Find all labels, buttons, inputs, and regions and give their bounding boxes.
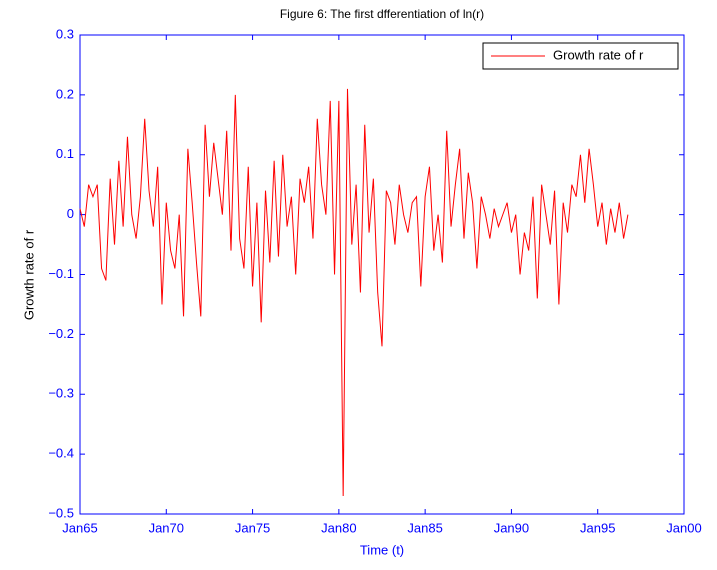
y-tick-label: −0.5	[48, 505, 74, 520]
y-axis-label: Growth rate of r	[21, 229, 36, 320]
x-tick-label: Jan80	[321, 520, 356, 535]
y-tick-label: −0.3	[48, 386, 74, 401]
x-tick-label: Jan95	[580, 520, 615, 535]
x-tick-label: Jan90	[494, 520, 529, 535]
y-tick-label: 0	[67, 206, 74, 221]
plot-area	[79, 34, 685, 515]
chart-title: Figure 6: The first dfferentiation of ln…	[280, 7, 484, 21]
y-tick-label: −0.4	[48, 446, 74, 461]
x-tick-label: Jan70	[149, 520, 184, 535]
x-tick-label: Jan75	[235, 520, 270, 535]
y-tick-label: 0.1	[56, 146, 74, 161]
y-tick-label: 0.2	[56, 86, 74, 101]
y-tick-label: −0.2	[48, 326, 74, 341]
x-tick-label: Jan00	[666, 520, 701, 535]
data-line	[79, 88, 629, 497]
x-axis-label: Time (t)	[360, 542, 404, 557]
x-tick-label: Jan65	[62, 520, 97, 535]
y-tick-label: −0.1	[48, 266, 74, 281]
x-tick-label: Jan85	[407, 520, 442, 535]
y-tick-label: 0.3	[56, 26, 74, 41]
legend-label: Growth rate of r	[553, 47, 644, 62]
